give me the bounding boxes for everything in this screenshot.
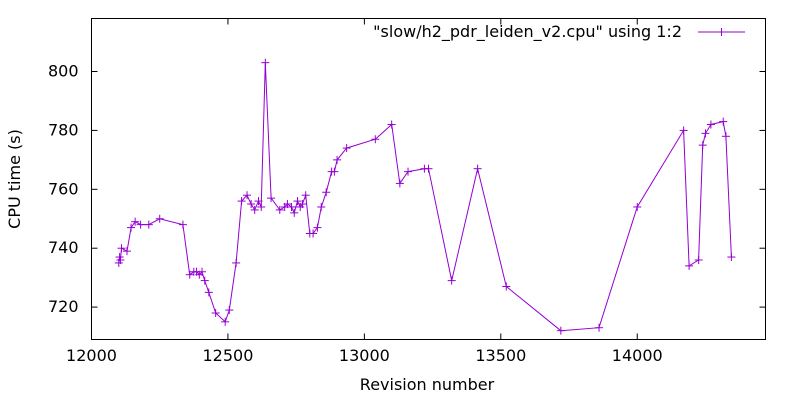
data-point bbox=[283, 200, 292, 209]
data-point bbox=[293, 197, 302, 206]
data-point bbox=[556, 326, 565, 335]
data-point bbox=[404, 167, 413, 176]
y-tick-label: 800 bbox=[48, 62, 79, 81]
series-line bbox=[118, 62, 732, 332]
data-points bbox=[114, 58, 736, 335]
x-tick-label: 13500 bbox=[475, 346, 526, 365]
data-point bbox=[287, 202, 296, 211]
data-point bbox=[701, 129, 710, 138]
data-point bbox=[301, 191, 310, 200]
data-point bbox=[211, 308, 220, 317]
data-point bbox=[679, 126, 688, 135]
data-point bbox=[122, 247, 131, 256]
data-point bbox=[473, 164, 482, 173]
data-point bbox=[267, 194, 276, 203]
y-tick-label: 780 bbox=[48, 120, 79, 139]
data-point bbox=[254, 197, 263, 206]
data-point bbox=[719, 117, 728, 126]
data-point bbox=[342, 144, 351, 153]
data-point bbox=[333, 155, 342, 164]
plot-frame bbox=[91, 18, 766, 340]
data-point bbox=[155, 214, 164, 223]
x-tick-label: 13000 bbox=[339, 346, 390, 365]
x-tick-label: 12500 bbox=[202, 346, 253, 365]
data-point bbox=[127, 223, 136, 232]
data-point bbox=[185, 270, 194, 279]
data-point bbox=[706, 120, 715, 129]
data-point bbox=[633, 202, 642, 211]
data-point bbox=[387, 120, 396, 129]
y-tick-label: 740 bbox=[48, 238, 79, 257]
y-tick-label: 720 bbox=[48, 297, 79, 316]
data-point bbox=[694, 255, 703, 264]
data-point bbox=[237, 197, 246, 206]
data-point bbox=[247, 200, 256, 209]
data-point bbox=[317, 202, 326, 211]
data-point bbox=[313, 223, 322, 232]
data-point bbox=[685, 261, 694, 270]
data-point bbox=[290, 208, 299, 217]
data-point bbox=[178, 220, 187, 229]
data-point bbox=[721, 132, 730, 141]
data-point bbox=[221, 317, 230, 326]
data-point bbox=[717, 28, 726, 36]
x-tick-label: 12000 bbox=[66, 346, 117, 365]
data-point bbox=[117, 244, 126, 253]
data-point bbox=[309, 229, 318, 238]
legend: "slow/h2_pdr_leiden_v2.cpu" using 1:2 bbox=[373, 22, 745, 42]
y-tick-label: 760 bbox=[48, 179, 79, 198]
x-tick-label: 14000 bbox=[612, 346, 663, 365]
data-point bbox=[243, 191, 252, 200]
data-point bbox=[200, 276, 209, 285]
data-point bbox=[330, 167, 339, 176]
x-axis: 12000 12500 13000 13500 14000 bbox=[66, 18, 663, 365]
legend-label: "slow/h2_pdr_leiden_v2.cpu" using 1:2 bbox=[373, 22, 682, 42]
data-point bbox=[136, 220, 145, 229]
data-point bbox=[395, 179, 404, 188]
data-point bbox=[225, 306, 234, 315]
legend-marker bbox=[717, 28, 726, 36]
data-point bbox=[144, 220, 153, 229]
data-point bbox=[275, 205, 284, 214]
data-point bbox=[204, 288, 213, 297]
data-point bbox=[261, 58, 270, 67]
data-point bbox=[116, 255, 125, 264]
y-axis-label: CPU time (s) bbox=[5, 129, 24, 229]
data-point bbox=[257, 202, 266, 211]
data-point bbox=[322, 188, 331, 197]
x-axis-label: Revision number bbox=[360, 375, 495, 394]
data-point bbox=[595, 323, 604, 332]
data-point bbox=[727, 253, 736, 262]
data-point bbox=[447, 276, 456, 285]
data-point bbox=[198, 267, 207, 276]
data-point bbox=[698, 141, 707, 150]
y-axis: 720 740 760 780 800 bbox=[48, 62, 766, 316]
data-point bbox=[502, 282, 511, 291]
data-point bbox=[424, 164, 433, 173]
data-point bbox=[232, 258, 241, 267]
data-point bbox=[131, 217, 140, 226]
data-point bbox=[371, 135, 380, 144]
data-point bbox=[298, 200, 307, 209]
data-point bbox=[250, 205, 259, 214]
